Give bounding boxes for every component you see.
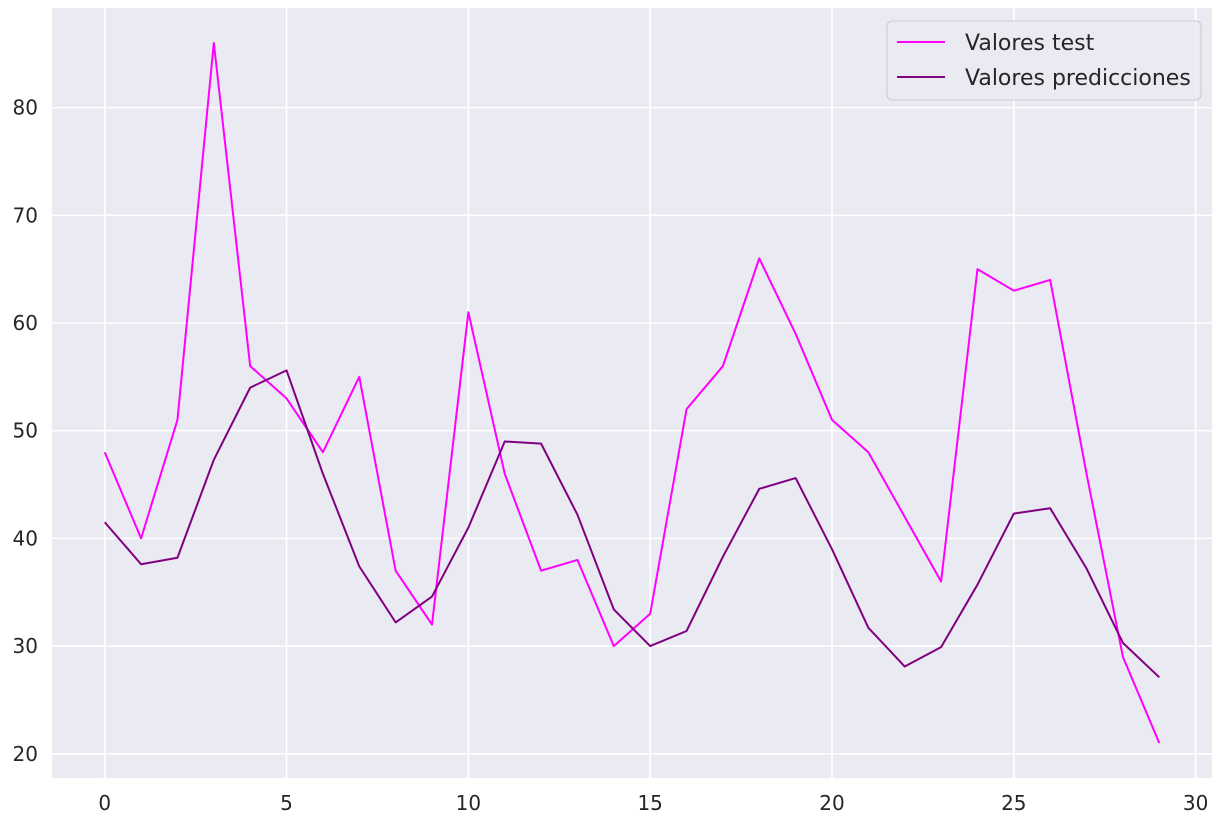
x-tick-label: 30 [1183,791,1208,815]
x-tick-label: 20 [819,791,844,815]
legend-box [886,20,1202,101]
series-line-valores-predicciones [103,369,1160,679]
x-tick-label: 15 [637,791,662,815]
legend-label: Valores test [965,31,1095,56]
y-axis-ticks: 20 30 40 50 60 70 80 [13,96,38,766]
plot-background [52,8,1212,778]
y-tick-label: 30 [13,634,38,658]
x-tick-label: 0 [98,791,111,815]
y-tick-label: 20 [13,742,38,766]
x-axis-ticks: 0 5 10 15 20 25 30 [98,791,1208,815]
y-tick-label: 70 [13,203,38,227]
y-tick-label: 80 [13,96,38,120]
x-tick-label: 5 [280,791,293,815]
x-tick-label: 10 [456,791,481,815]
legend: Valores test Valores predicciones [886,20,1202,101]
series-lines [103,42,1161,744]
series-line-valores-test [103,42,1161,744]
legend-label: Valores predicciones [965,66,1191,91]
y-tick-label: 40 [13,526,38,550]
y-tick-label: 50 [13,419,38,443]
x-tick-label: 25 [1001,791,1026,815]
y-tick-label: 60 [13,311,38,335]
